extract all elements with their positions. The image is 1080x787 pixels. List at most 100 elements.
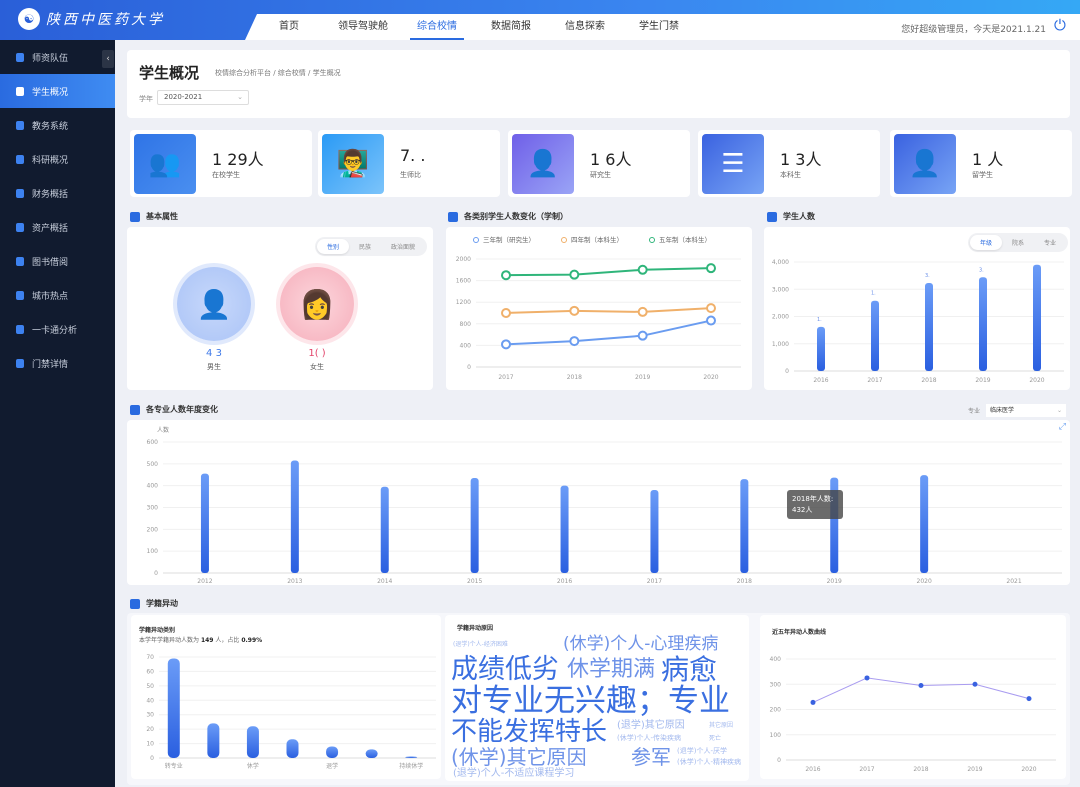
nav-home[interactable]: 首页 <box>279 21 299 32</box>
y-tick-label: 4,000 <box>772 259 789 266</box>
legend-marker <box>561 237 567 243</box>
bar <box>740 479 749 573</box>
tab-political[interactable]: 政治面貌 <box>390 244 415 251</box>
count-chart-panel: 年级 院系 专业 0 1,000 2,000 3,000 4,000 2016 1. 2017 1.… <box>764 227 1070 390</box>
subchart-title: 学籍异动类别 <box>139 627 176 634</box>
series-line <box>505 267 712 277</box>
word: 对专业无兴趣；专业 <box>451 683 730 719</box>
sidebar-item-research[interactable]: 科研概况 <box>0 142 115 176</box>
section-major: 各专业人数年度变化 <box>130 404 218 415</box>
section-icon <box>448 211 458 222</box>
section-icon <box>130 211 140 222</box>
tooltip-value: 432人 <box>792 506 813 514</box>
legend-label: 三年制（研究生） <box>483 235 535 244</box>
x-tick-label: 2021 <box>1006 578 1021 585</box>
stat-label: 生师比 <box>400 171 421 179</box>
tab-major[interactable]: 专业 <box>1043 240 1056 247</box>
stat-card-graduate: 👤 1 6人 研究生 <box>508 130 690 197</box>
data-label: 1. <box>871 291 876 297</box>
y-tick-label: 200 <box>147 526 159 533</box>
wallet-icon <box>16 188 24 198</box>
nav-cockpit[interactable]: 领导驾驶舱 <box>338 21 388 32</box>
x-tick-label: 2016 <box>813 377 828 384</box>
sidebar-item-gate[interactable]: 门禁详情 <box>0 346 115 380</box>
section-icon <box>130 598 140 609</box>
data-point <box>1026 696 1032 702</box>
tab-grade[interactable]: 年级 <box>969 235 1002 250</box>
y-tick-label: 600 <box>147 439 159 446</box>
section-change: 学籍异动 <box>130 598 178 609</box>
y-tick-label: 1,000 <box>772 341 789 348</box>
nav-background <box>245 14 1080 40</box>
sidebar-item-card[interactable]: 一卡通分析 <box>0 312 115 346</box>
reason-wordcloud: 学籍异动原因 (退学)个人-经济困难 (休学)个人-心理疾病 成绩低劣 休学期满… <box>445 615 749 781</box>
y-tick-label: 1600 <box>456 278 471 285</box>
nav-access[interactable]: 学生门禁 <box>639 21 679 32</box>
series-line <box>812 677 1030 703</box>
data-label: 3. <box>979 267 984 273</box>
desc-mid: 人，占比 <box>215 637 240 644</box>
bar <box>200 473 209 573</box>
power-icon[interactable]: ⏻ <box>1054 16 1066 34</box>
data-point <box>637 306 648 317</box>
basic-panel: 性别 民族 政治面貌 👤 👩 4 3 男生 1( ) 女生 <box>127 227 433 390</box>
x-tick-label: 2014 <box>377 578 392 585</box>
student-icon <box>16 86 24 96</box>
bar <box>167 658 180 758</box>
label: 财务概括 <box>32 189 69 200</box>
count-bar-chart: 0 1,000 2,000 3,000 4,000 2016 1. 2017 1. 2018 3. 2… <box>772 259 1064 384</box>
section-title: 学生人数 <box>783 212 815 221</box>
sidebar-item-faculty[interactable]: 师资队伍 <box>0 40 115 74</box>
tab-ethnicity[interactable]: 民族 <box>358 244 371 251</box>
sidebar-item-academic[interactable]: 教务系统 <box>0 108 115 142</box>
y-tick-label: 10 <box>146 741 154 748</box>
tab-department[interactable]: 院系 <box>1011 240 1024 247</box>
word: (退学)个人-不适应课程学习 <box>453 768 575 779</box>
word: (休学)其它原因 <box>451 745 587 769</box>
logo: ☯ 陕西中医药大学 <box>18 8 165 30</box>
label: 一卡通分析 <box>32 325 78 336</box>
collapse-sidebar-button[interactable]: ‹ <box>102 50 114 68</box>
x-tick-label: 2016 <box>557 578 572 585</box>
bar <box>871 300 879 371</box>
x-tick-label: 2015 <box>467 578 482 585</box>
word: (休学)个人-精神疾病 <box>677 758 741 766</box>
data-point <box>706 303 716 314</box>
nav-briefing[interactable]: 数据简报 <box>491 21 531 32</box>
door-icon <box>16 358 24 368</box>
sidebar-item-assets[interactable]: 资产概括 <box>0 210 115 244</box>
x-tick-label: 2018 <box>921 377 936 384</box>
tab-gender[interactable]: 性别 <box>316 239 349 254</box>
sidebar-item-hotspots[interactable]: 城市热点 <box>0 278 115 312</box>
x-tick-label: 2019 <box>967 766 982 773</box>
major-filter-label: 专业 <box>968 408 981 415</box>
hotspot-icon <box>16 290 24 300</box>
y-tick-label: 40 <box>146 697 154 704</box>
nav-overview[interactable]: 综合校情 <box>410 14 464 40</box>
y-tick-label: 20 <box>146 726 154 733</box>
subchart-title: 学籍异动原因 <box>457 625 494 632</box>
x-tick-label: 2017 <box>647 578 662 585</box>
sidebar-item-students[interactable]: 学生概况 <box>0 74 115 108</box>
research-icon <box>16 154 24 164</box>
section-icon <box>767 211 777 222</box>
stat-value: 1 29人 <box>212 150 264 169</box>
nav-explore[interactable]: 信息探索 <box>565 21 605 32</box>
fullscreen-icon[interactable]: ⤢ <box>1058 422 1066 432</box>
data-point <box>501 308 511 318</box>
female-icon: 👩 <box>280 267 354 341</box>
major-select[interactable]: 临床医学 ⌄ <box>986 404 1066 417</box>
bar <box>979 277 987 371</box>
section-title: 各专业人数年度变化 <box>146 405 218 414</box>
sidebar-item-library[interactable]: 图书借阅 <box>0 244 115 278</box>
y-tick-label: 50 <box>146 683 154 690</box>
book-icon <box>16 120 24 130</box>
data-point <box>972 681 978 687</box>
year-value: 2020-2021 <box>164 93 203 101</box>
year-select[interactable]: 2020-2021 ⌄ <box>157 90 249 105</box>
sidebar-item-finance[interactable]: 财务概括 <box>0 176 115 210</box>
y-tick-label: 0 <box>467 364 471 371</box>
word: 成绩低劣 <box>451 654 559 685</box>
university-seal-icon: ☯ <box>18 8 40 30</box>
series-line <box>505 307 712 314</box>
